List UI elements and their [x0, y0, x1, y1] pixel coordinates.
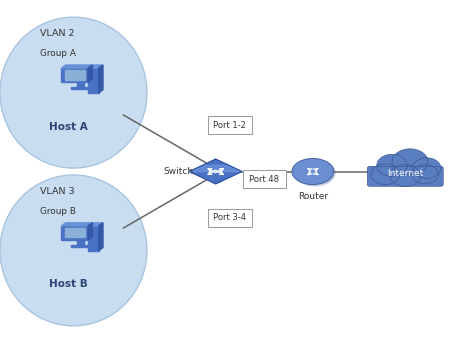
Polygon shape — [88, 65, 92, 82]
Circle shape — [412, 158, 441, 178]
Polygon shape — [190, 159, 242, 184]
FancyBboxPatch shape — [208, 116, 252, 134]
Polygon shape — [71, 87, 90, 89]
Text: Port 48: Port 48 — [249, 175, 280, 184]
Text: Internet: Internet — [387, 169, 423, 178]
Polygon shape — [64, 228, 85, 237]
Text: Port 1-2: Port 1-2 — [213, 121, 246, 130]
Polygon shape — [88, 223, 103, 226]
Circle shape — [377, 154, 407, 176]
Polygon shape — [61, 226, 88, 240]
Ellipse shape — [0, 17, 147, 168]
Polygon shape — [77, 82, 84, 87]
Circle shape — [412, 165, 438, 184]
Circle shape — [392, 149, 428, 175]
Polygon shape — [61, 65, 92, 68]
Ellipse shape — [294, 159, 336, 187]
Text: Host A: Host A — [49, 121, 88, 132]
Ellipse shape — [0, 175, 147, 326]
Text: Router: Router — [298, 192, 328, 201]
Polygon shape — [71, 245, 90, 247]
Ellipse shape — [292, 158, 334, 185]
FancyBboxPatch shape — [367, 166, 443, 186]
Text: Group A: Group A — [40, 49, 76, 58]
Polygon shape — [88, 65, 103, 68]
Circle shape — [390, 165, 420, 187]
Polygon shape — [99, 65, 103, 93]
Text: Group B: Group B — [40, 206, 76, 216]
Text: Host B: Host B — [49, 279, 88, 289]
FancyBboxPatch shape — [243, 170, 286, 188]
Polygon shape — [190, 165, 242, 172]
Polygon shape — [64, 70, 85, 80]
Polygon shape — [61, 223, 92, 226]
Text: VLAN 2: VLAN 2 — [40, 29, 75, 38]
Text: VLAN 3: VLAN 3 — [40, 187, 75, 196]
Polygon shape — [61, 68, 88, 82]
Text: Switch: Switch — [164, 167, 194, 176]
Polygon shape — [88, 226, 99, 250]
Polygon shape — [77, 240, 84, 245]
Polygon shape — [88, 68, 99, 93]
FancyBboxPatch shape — [208, 209, 252, 227]
Circle shape — [371, 164, 400, 185]
Text: Port 3-4: Port 3-4 — [213, 213, 246, 222]
Polygon shape — [88, 223, 92, 240]
Polygon shape — [99, 223, 103, 250]
